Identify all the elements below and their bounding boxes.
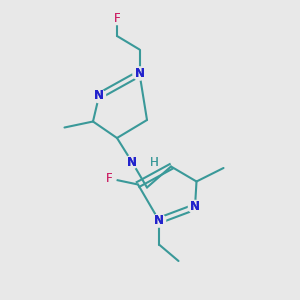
Text: F: F [106,172,113,185]
Circle shape [110,11,124,25]
Circle shape [133,67,146,80]
Circle shape [92,89,106,103]
Text: F: F [106,172,113,185]
Text: N: N [134,67,145,80]
Text: N: N [94,89,104,103]
Text: H: H [150,155,159,169]
Circle shape [125,155,139,169]
Text: N: N [134,67,145,80]
Text: N: N [154,214,164,227]
Text: F: F [114,11,120,25]
Text: F: F [114,11,120,25]
Circle shape [152,214,166,227]
Circle shape [188,200,202,214]
Text: N: N [127,155,137,169]
Text: N: N [154,214,164,227]
Circle shape [103,172,116,185]
Text: N: N [190,200,200,214]
Text: H: H [150,155,159,169]
Text: N: N [190,200,200,214]
Text: N: N [94,89,104,103]
Text: N: N [127,155,137,169]
